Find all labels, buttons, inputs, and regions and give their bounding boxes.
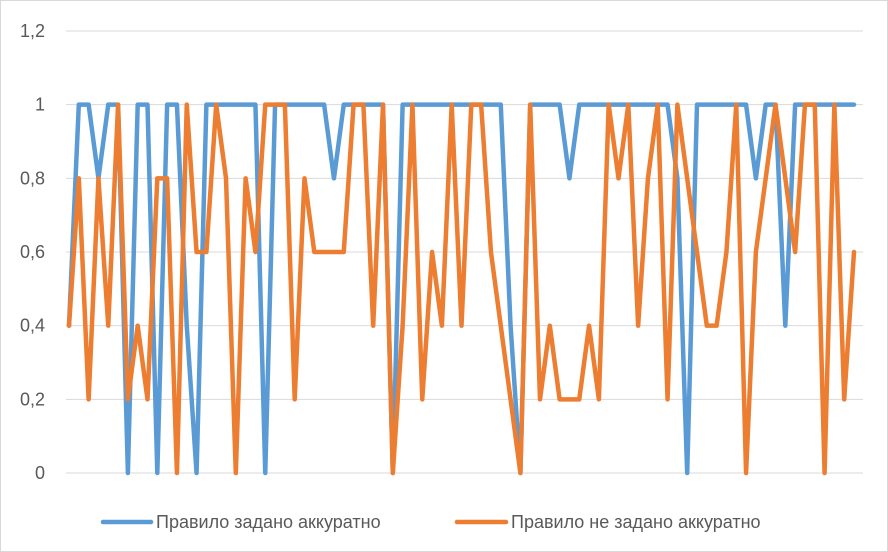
y-tick-label: 0,8: [20, 168, 45, 188]
legend-label-1: Правило задано аккуратно: [156, 512, 381, 532]
series-line-2: [66, 102, 857, 476]
series-line-1: [66, 102, 857, 476]
legend: Правило задано аккуратно Правило не задан…: [100, 512, 761, 532]
y-tick-label: 0,2: [20, 389, 45, 409]
legend-label-2: Правило не задано аккуратно: [511, 512, 761, 532]
y-tick-label: 0: [35, 463, 45, 483]
y-tick-label: 1: [35, 95, 45, 115]
y-tick-label: 1,2: [20, 21, 45, 41]
y-axis-tick-labels: 0 0,2 0,4 0,6 0,8 1 1,2: [20, 21, 45, 483]
y-tick-label: 0,4: [20, 316, 45, 336]
series-lines: [66, 102, 857, 476]
y-tick-label: 0,6: [20, 242, 45, 262]
